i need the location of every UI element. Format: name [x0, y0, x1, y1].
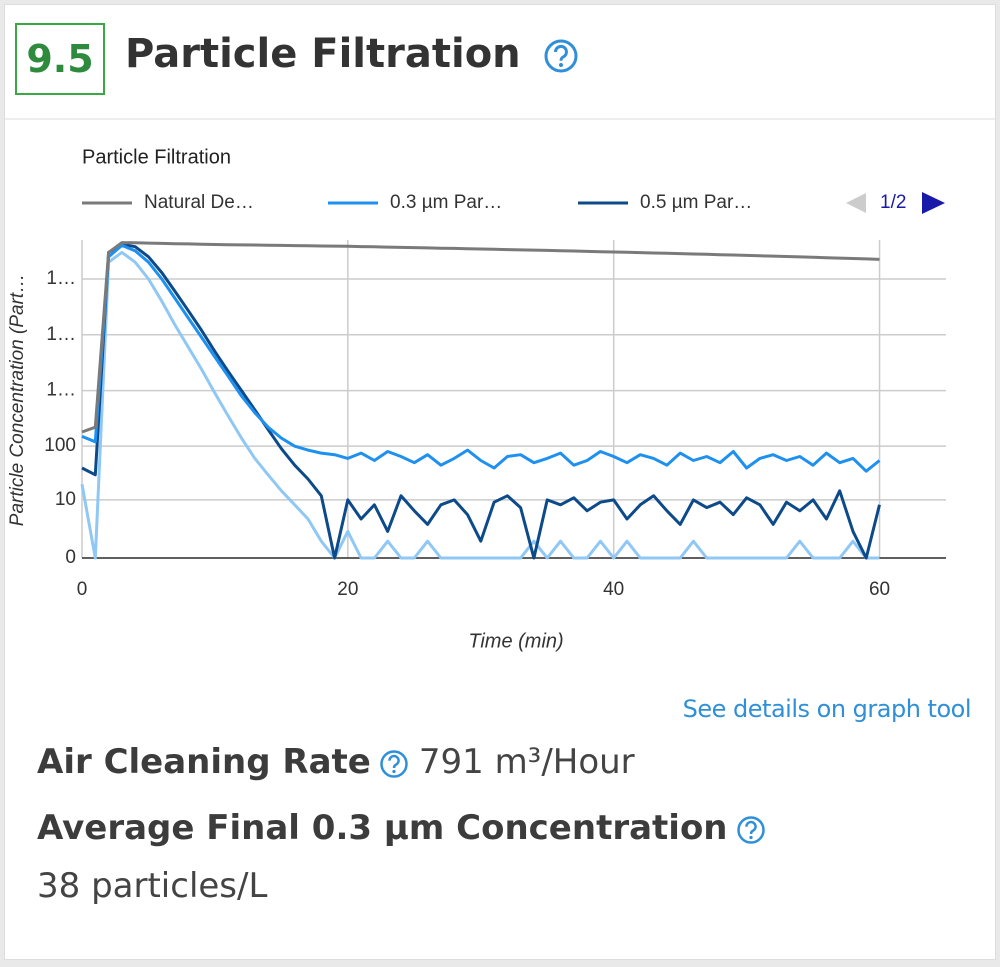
metric-value: 38 particles/L	[37, 866, 268, 906]
metric: Air Cleaning Rate 791 m³/Hour	[37, 733, 817, 791]
y-tick-label: 1…	[46, 324, 76, 345]
y-tick-label: 0	[65, 547, 76, 568]
series-line	[81, 241, 880, 434]
series-line	[80, 250, 880, 560]
legend-page: 1/2	[880, 192, 906, 213]
graph-tool-link[interactable]: See details on graph tool	[682, 695, 972, 723]
y-tick-label: 100	[44, 435, 76, 456]
legend-label: 0.5 µm Par…	[640, 192, 752, 213]
separator	[5, 118, 995, 120]
legend-label: Natural De…	[144, 192, 254, 213]
x-tick-label: 0	[77, 579, 88, 600]
x-tick-label: 40	[603, 579, 624, 600]
y-tick-label: 1…	[46, 380, 76, 401]
help-icon[interactable]	[736, 815, 766, 845]
metric-value: 791 m³/Hour	[418, 742, 635, 782]
help-icon[interactable]	[379, 749, 409, 779]
chart-title: Particle Filtration	[82, 146, 231, 168]
section-title: Particle Filtration	[125, 31, 589, 77]
x-axis-label: Time (min)	[468, 630, 563, 652]
card: 9.5 Particle Filtration See details on g…	[4, 4, 996, 960]
metric-label: Average Final 0.3 µm Concentration	[37, 808, 728, 848]
series-line	[81, 243, 881, 473]
x-tick-label: 20	[337, 579, 358, 600]
help-icon[interactable]	[543, 38, 579, 74]
y-tick-label: 1…	[46, 268, 76, 289]
y-tick-label: 10	[55, 489, 76, 510]
title-text: Particle Filtration	[125, 31, 521, 77]
metric: Average Final 0.3 µm Concentration 38 par…	[37, 799, 817, 915]
y-axis-label: Particle Concentration (Part…	[7, 274, 28, 526]
series-line	[81, 242, 881, 560]
legend-prev[interactable]	[846, 193, 866, 213]
legend-label: 0.3 µm Par…	[390, 192, 502, 213]
x-tick-label: 60	[869, 579, 890, 600]
score-badge: 9.5	[15, 23, 105, 95]
metric-label: Air Cleaning Rate	[37, 742, 371, 782]
chart: Particle Filtration Time (min) Particle …	[7, 146, 946, 652]
legend-next[interactable]	[922, 192, 945, 214]
